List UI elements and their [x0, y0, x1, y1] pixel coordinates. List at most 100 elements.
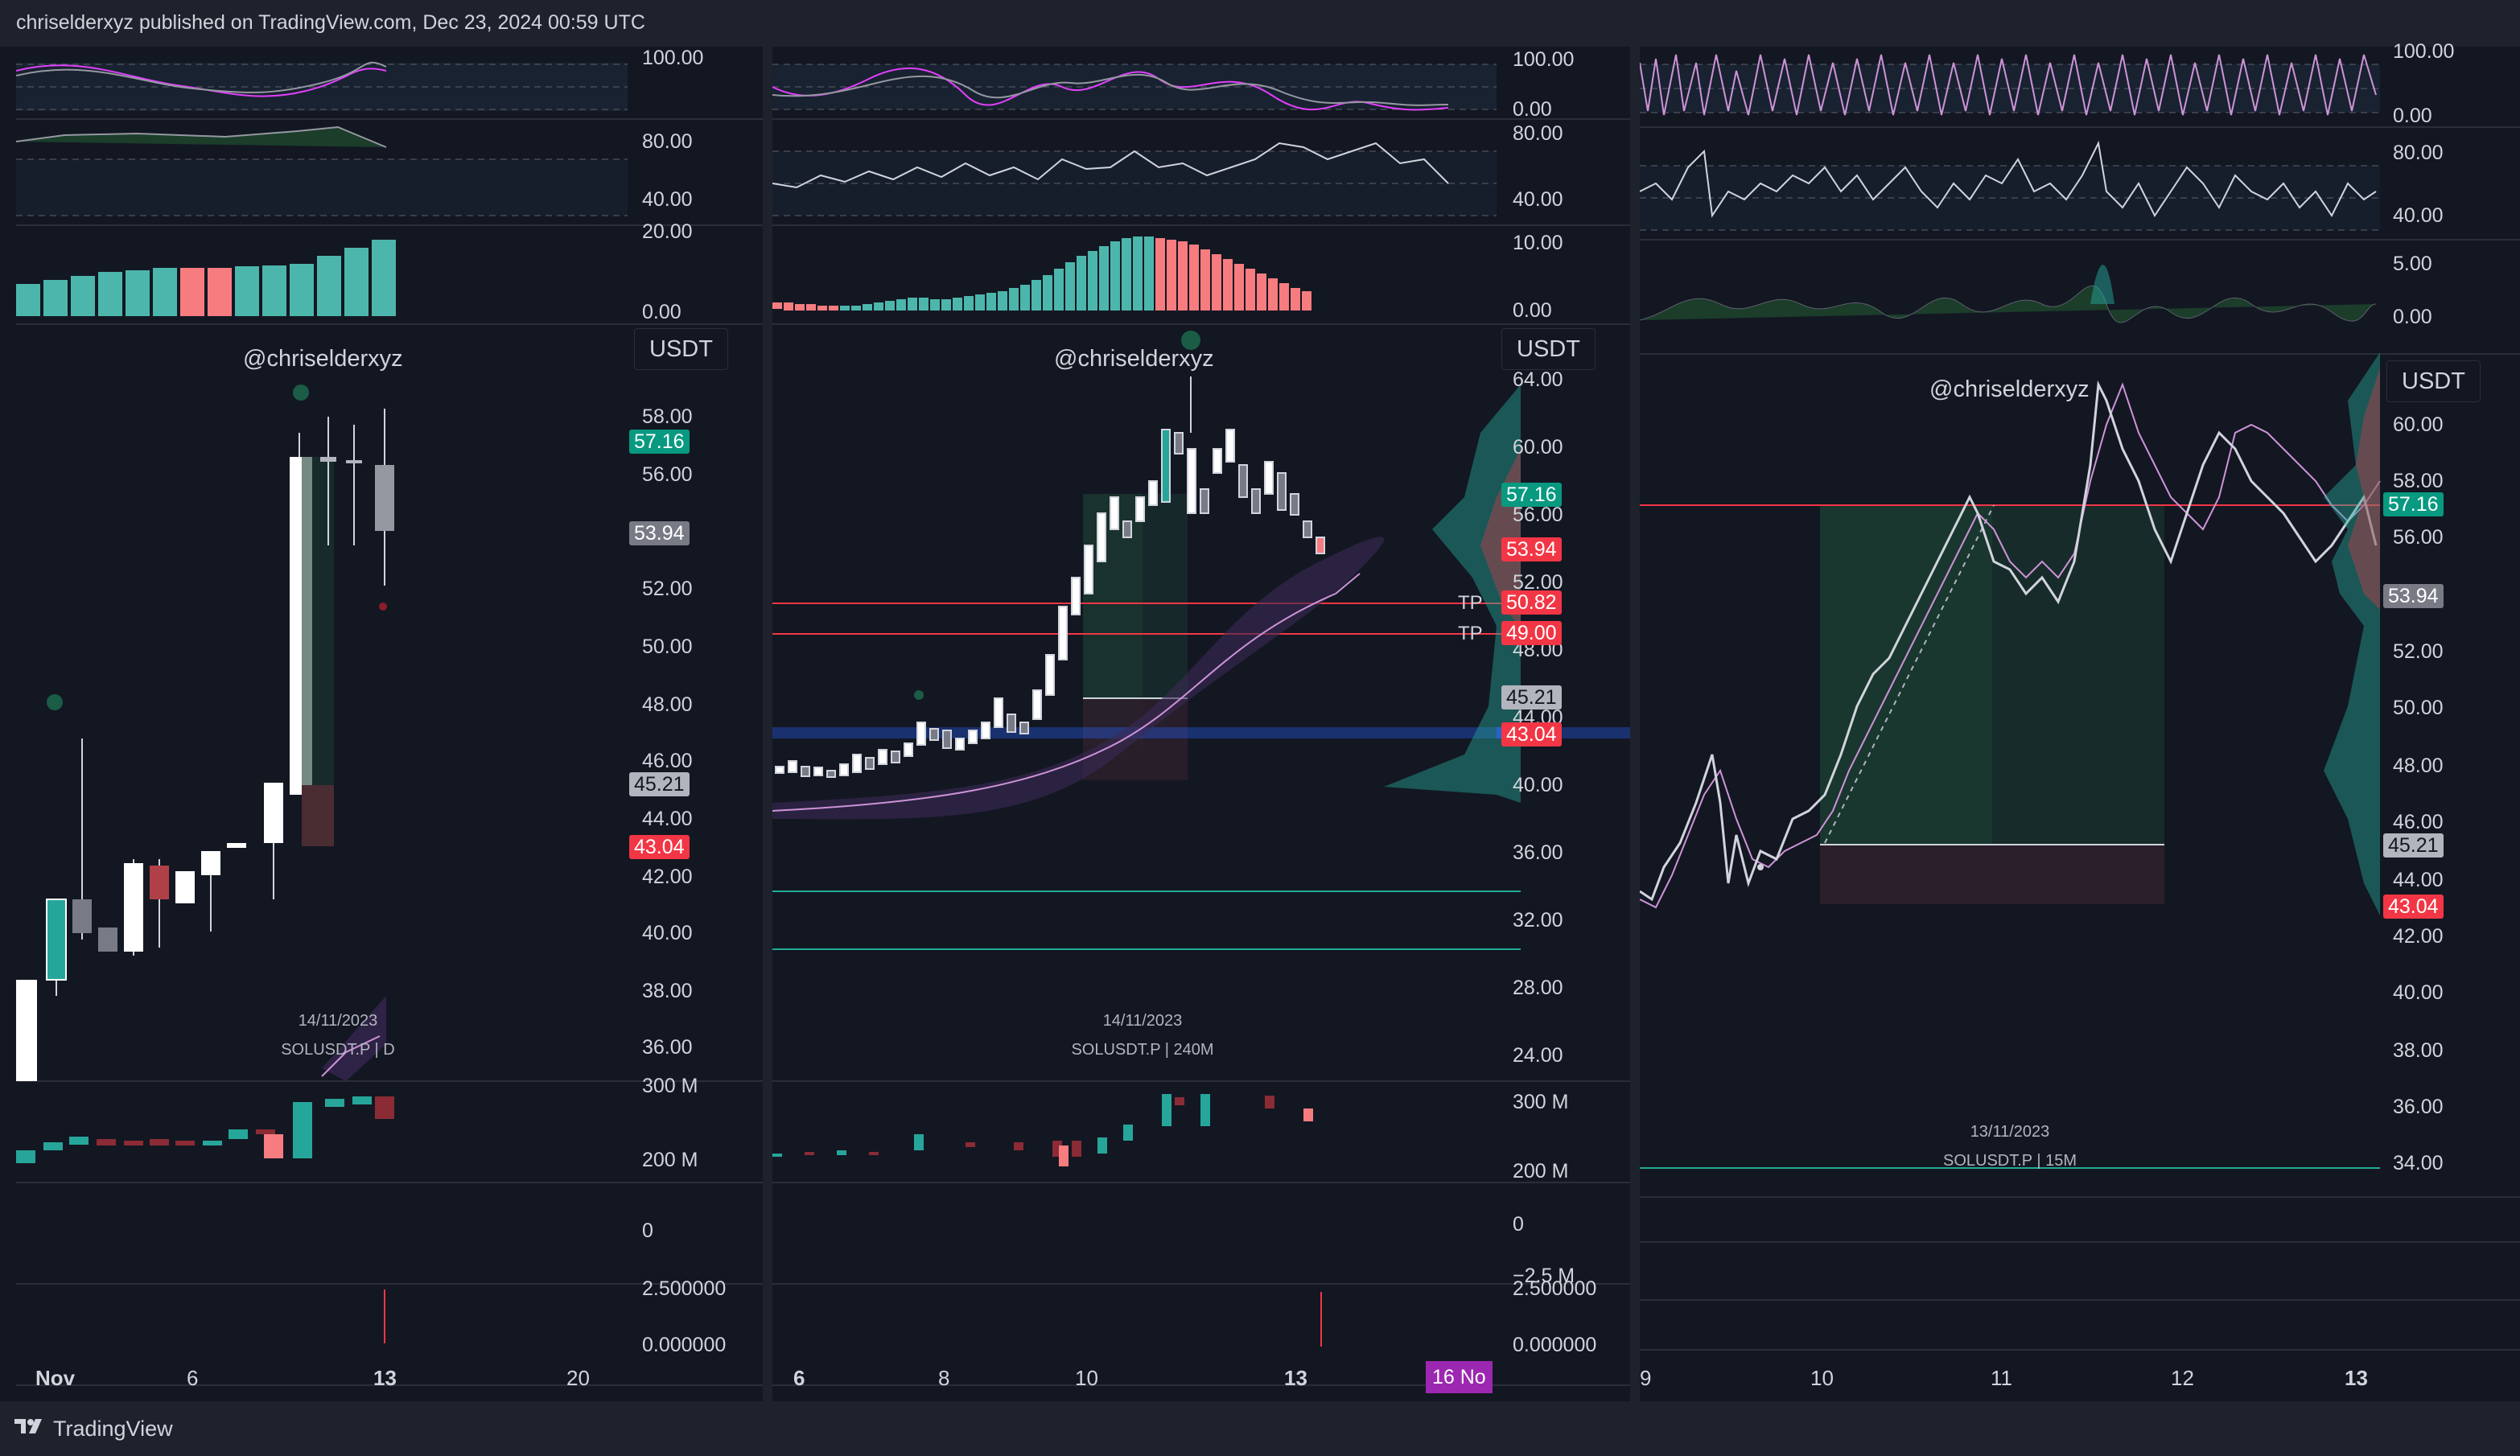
low-tick: 0.000000	[642, 1334, 727, 1356]
tp2-label: TP	[1458, 623, 1483, 644]
price-tick: 50.00	[642, 635, 693, 658]
time-label: 10	[1075, 1366, 1098, 1390]
price-tick: 52.00	[1513, 571, 1563, 594]
osc1-tick: 0.00	[1513, 98, 1552, 121]
last-price-tag: 57.16	[629, 430, 690, 454]
price-tick: 40.00	[642, 922, 693, 944]
chart-date: 14/11/2023	[298, 1012, 378, 1030]
watermark: @chriselderxyz	[1054, 346, 1214, 372]
volume-tick: 300 M	[1513, 1091, 1569, 1113]
price-tick: 56.00	[642, 463, 693, 486]
price-tick: 56.00	[2393, 526, 2444, 549]
hist-tick: 0.00	[2393, 306, 2432, 328]
price-tick: 58.00	[642, 405, 693, 428]
price-tick: 52.00	[2393, 640, 2444, 663]
low-tick: −2.5 M	[1513, 1265, 1575, 1287]
hist-tick: 5.00	[2393, 253, 2432, 275]
candles-4h	[775, 429, 1325, 778]
brand-name: TradingView	[53, 1416, 173, 1441]
time-label: 11	[1991, 1366, 2012, 1390]
osc2-tick: 80.00	[1513, 122, 1563, 145]
low-tick: 2.500000	[1513, 1277, 1597, 1300]
time-label: 8	[938, 1366, 950, 1390]
tp1-label: TP	[1458, 592, 1483, 614]
watermark: @chriselderxyz	[1929, 376, 2090, 402]
osc2-tick: 80.00	[2393, 142, 2444, 164]
volume-tick: 300 M	[642, 1075, 698, 1097]
chart-symbol: SOLUSDT.P | D	[281, 1041, 395, 1059]
date-badge: 16 No	[1426, 1361, 1493, 1393]
price-tick: 36.00	[1513, 841, 1563, 864]
watermark: @chriselderxyz	[243, 346, 403, 372]
osc2-tick: 40.00	[2393, 204, 2444, 227]
chart-date: 13/11/2023	[1970, 1123, 2050, 1141]
price-tick: 48.00	[2393, 755, 2444, 777]
price-tag: 45.21	[2383, 833, 2444, 858]
chart-canvas-4h[interactable]	[772, 47, 1630, 1401]
price-tick: 42.00	[642, 866, 693, 888]
price-tick: 58.00	[2393, 470, 2444, 492]
price-tick: 38.00	[642, 980, 693, 1002]
low-tick: 2.500000	[642, 1277, 727, 1300]
volume-tick: 200 M	[1513, 1160, 1569, 1182]
price-tick: 36.00	[2393, 1096, 2444, 1118]
volume-profile	[1384, 385, 1521, 803]
price-tag: 53.94	[2383, 584, 2444, 608]
time-label: 13	[373, 1366, 397, 1390]
osc2-tick-40: 40.00	[642, 188, 693, 211]
time-label: 12	[2171, 1366, 2194, 1390]
currency-button[interactable]: USDT	[634, 328, 728, 370]
price-tick: 38.00	[2393, 1039, 2444, 1062]
price-tag: 45.21	[629, 772, 690, 796]
tp1-price-tag: 50.82	[1501, 590, 1562, 615]
price-tick: 34.00	[2393, 1152, 2444, 1174]
time-label: 13	[1284, 1366, 1307, 1390]
price-tick: 28.00	[1513, 977, 1563, 999]
osc1-tick: 100.00	[2393, 40, 2455, 63]
hist-tick-top: 20.00	[642, 220, 693, 243]
panel-divider[interactable]	[1630, 47, 1640, 1401]
tradingview-logo-icon	[14, 1419, 42, 1433]
price-tag: 43.04	[629, 835, 690, 859]
publish-text: chriselderxyz published on TradingView.c…	[16, 11, 645, 34]
time-label: 10	[1810, 1366, 1834, 1390]
osc1-tick: 0.00	[2393, 105, 2432, 127]
price-tick: 64.00	[1513, 368, 1563, 391]
low-tick: 0	[1513, 1213, 1524, 1236]
tradingview-logo[interactable]: TradingView	[14, 1414, 173, 1443]
hist-tick: 10.00	[1513, 232, 1563, 254]
osc1-tick-100: 100.00	[642, 47, 704, 69]
last-price-tag: 57.16	[2383, 492, 2444, 516]
chart-panel-15m[interactable]: 100.00 0.00 80.00 40.00 5.00 0.00 @chris…	[1640, 40, 2520, 1401]
hist-tick-zero: 0.00	[642, 301, 681, 323]
volume-tick: 200 M	[642, 1149, 698, 1171]
volume-bars	[16, 1096, 394, 1163]
low-tick: 0.000000	[1513, 1334, 1597, 1356]
currency-button[interactable]: USDT	[2386, 360, 2481, 402]
price-tick: 40.00	[1513, 774, 1563, 796]
time-label: 6	[793, 1366, 805, 1390]
time-label: 20	[566, 1366, 590, 1390]
price-tick: 40.00	[2393, 981, 2444, 1004]
histogram-bars-4h	[772, 236, 1311, 311]
price-tick: 60.00	[1513, 436, 1563, 459]
last-price-tag: 57.16	[1501, 483, 1562, 507]
price-tag: 53.94	[629, 521, 690, 545]
time-label: 9	[1640, 1366, 1652, 1390]
candles-daily	[16, 385, 394, 1081]
price-tag: 43.04	[1501, 722, 1562, 747]
price-tick: 46.00	[642, 750, 693, 772]
time-label: 13	[2345, 1366, 2368, 1390]
price-tick: 50.00	[2393, 697, 2444, 719]
chart-canvas-daily[interactable]	[16, 47, 763, 1401]
panel-divider[interactable]	[763, 47, 772, 1401]
price-tick: 46.00	[2393, 811, 2444, 833]
chart-panel-4h[interactable]: 100.00 0.00 80.00 40.00 10.00 0.00 @chri…	[772, 47, 1630, 1401]
currency-button[interactable]: USDT	[1501, 328, 1596, 370]
price-tick: 24.00	[1513, 1044, 1563, 1067]
price-tick: 44.00	[642, 808, 693, 830]
price-tick: 44.00	[2393, 869, 2444, 891]
chart-symbol: SOLUSDT.P | 15M	[1943, 1152, 2077, 1170]
chart-panel-daily[interactable]: 100.00 80.00 40.00 20.00 0.00 @chriselde…	[16, 47, 763, 1401]
chart-canvas-15m[interactable]	[1640, 47, 2520, 1401]
